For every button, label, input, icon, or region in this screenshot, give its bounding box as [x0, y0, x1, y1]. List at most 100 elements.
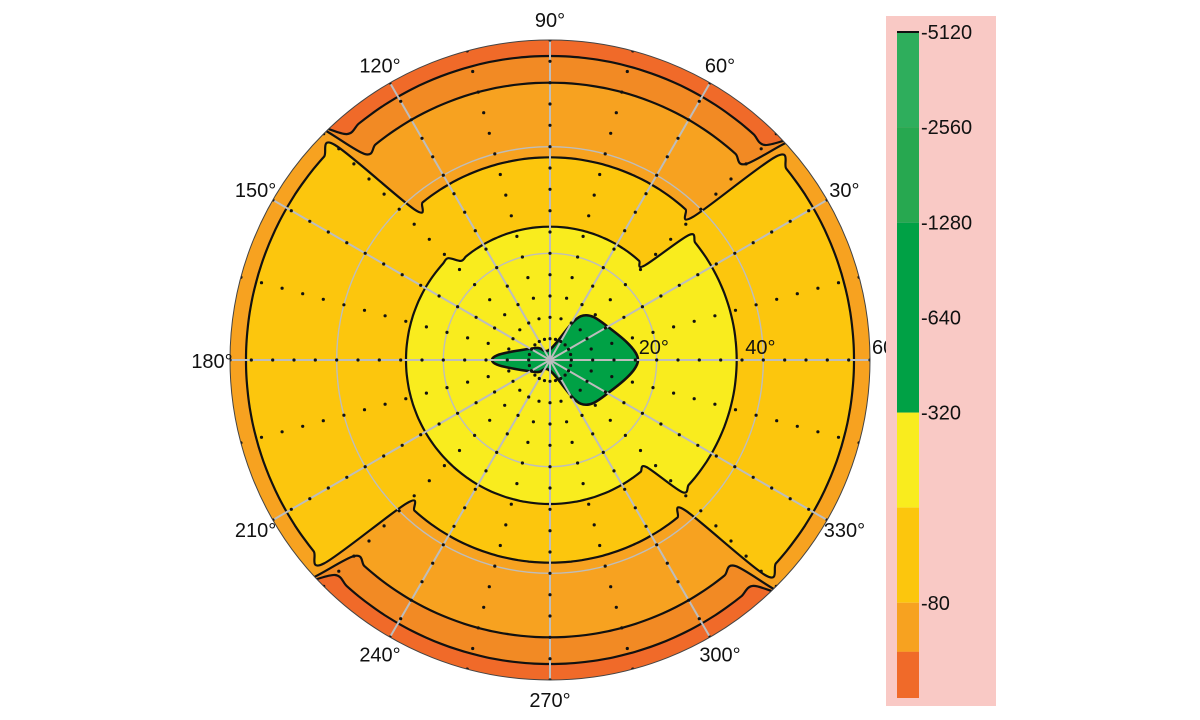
sample-point	[527, 395, 531, 399]
sample-point	[733, 465, 737, 469]
sample-point	[733, 251, 737, 255]
grid-spoke-150	[272, 199, 551, 361]
sample-point	[542, 337, 547, 341]
sample-point	[382, 524, 386, 528]
sample-point	[733, 308, 738, 312]
sample-point	[493, 152, 497, 156]
sample-point	[548, 166, 552, 170]
sample-point	[714, 192, 718, 196]
sample-point	[608, 418, 612, 422]
sample-point	[623, 229, 627, 233]
sample-point	[520, 255, 525, 259]
sample-point	[581, 234, 585, 238]
sample-point	[533, 343, 537, 347]
sample-point	[620, 90, 624, 94]
sample-point	[807, 507, 811, 511]
sample-point	[397, 207, 401, 211]
sample-point	[527, 363, 532, 368]
sample-point	[630, 336, 635, 340]
sample-point	[289, 507, 293, 511]
sample-point	[697, 617, 701, 621]
sample-point	[537, 376, 541, 381]
sample-point	[592, 193, 596, 197]
sample-point	[515, 234, 519, 238]
sample-point	[345, 241, 349, 245]
sample-point	[537, 339, 541, 344]
sample-point	[587, 502, 591, 506]
sample-point	[503, 313, 507, 317]
sample-point	[548, 379, 552, 383]
sample-point	[553, 379, 558, 383]
sample-point	[744, 554, 748, 558]
sample-point	[714, 524, 718, 528]
sample-point	[493, 564, 497, 568]
sample-point	[383, 402, 387, 406]
sample-point	[466, 380, 470, 384]
sample-point	[770, 486, 774, 490]
colorbar-band-40	[897, 651, 919, 698]
sample-point	[669, 479, 673, 483]
sample-point	[527, 352, 532, 357]
sample-point	[548, 187, 552, 191]
sample-point	[825, 358, 829, 362]
sample-point	[503, 403, 507, 407]
sample-point	[692, 397, 696, 401]
sample-point	[548, 81, 552, 85]
sample-point	[548, 443, 552, 447]
sample-point	[345, 475, 349, 479]
sample-point	[585, 337, 589, 341]
colorbar-band-80	[897, 507, 919, 603]
angle-label-30: 30°	[829, 180, 859, 202]
sample-point	[761, 358, 765, 362]
sample-point	[548, 571, 552, 575]
sample-point	[581, 482, 585, 486]
sample-point	[409, 598, 413, 602]
sample-point	[289, 209, 293, 213]
sample-point	[505, 358, 509, 362]
sample-point	[644, 192, 648, 196]
sample-point	[367, 539, 371, 543]
sample-point	[559, 376, 563, 381]
sample-point	[397, 509, 401, 513]
sample-point	[612, 358, 616, 362]
sample-point	[377, 358, 381, 362]
sample-point	[484, 469, 488, 473]
sample-point	[692, 319, 696, 323]
sample-point	[507, 369, 511, 373]
sample-point	[569, 321, 573, 325]
sample-point	[622, 401, 626, 405]
colorbar-tick-label: -2560	[921, 117, 972, 139]
sample-point	[367, 177, 371, 181]
angle-label-210: 210°	[235, 520, 276, 542]
sample-point	[400, 273, 404, 277]
sample-point	[511, 379, 515, 383]
sample-point	[548, 230, 552, 234]
sample-point	[526, 276, 530, 280]
sample-point	[452, 192, 456, 196]
sample-point	[625, 69, 629, 74]
sample-point	[591, 358, 595, 362]
sample-point	[676, 580, 680, 584]
sample-point	[356, 358, 360, 362]
sample-point	[511, 337, 515, 341]
sample-point	[614, 111, 618, 115]
sample-point	[342, 413, 346, 417]
sample-point	[505, 284, 509, 288]
sample-point	[493, 326, 497, 330]
sample-point	[427, 237, 431, 241]
sample-point	[529, 369, 534, 373]
sample-point	[518, 388, 522, 392]
sample-point	[362, 408, 367, 412]
sample-point	[672, 325, 676, 329]
sample-point	[614, 605, 618, 609]
sample-point	[548, 294, 552, 298]
sample-point	[609, 131, 613, 135]
sample-point	[836, 281, 841, 285]
sample-point	[687, 118, 691, 122]
sample-point	[431, 155, 435, 159]
angle-label-180: 180°	[191, 351, 232, 373]
colorbar-band-56	[897, 602, 919, 652]
sample-point	[495, 450, 499, 454]
sample-point	[412, 494, 416, 498]
